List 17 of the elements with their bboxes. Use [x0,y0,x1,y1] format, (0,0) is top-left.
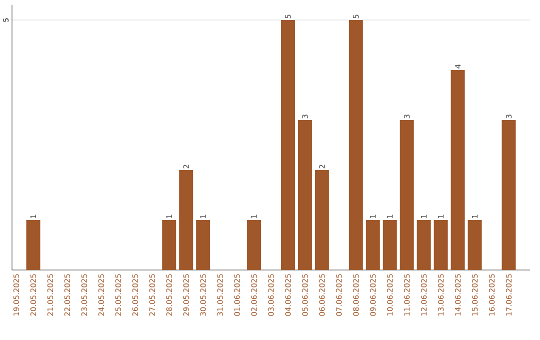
bar [400,120,414,270]
bar [502,120,516,270]
bar [366,220,380,270]
bar [450,70,465,270]
bar [247,220,262,270]
bar [468,220,482,270]
bar [434,220,448,270]
bar [416,220,431,270]
bar [382,220,397,270]
bar [314,170,329,270]
bar [162,220,176,270]
bar [196,220,210,270]
bar [26,220,40,270]
bar [179,170,194,270]
bar [280,20,295,270]
bar [348,20,363,270]
bar [298,120,312,270]
